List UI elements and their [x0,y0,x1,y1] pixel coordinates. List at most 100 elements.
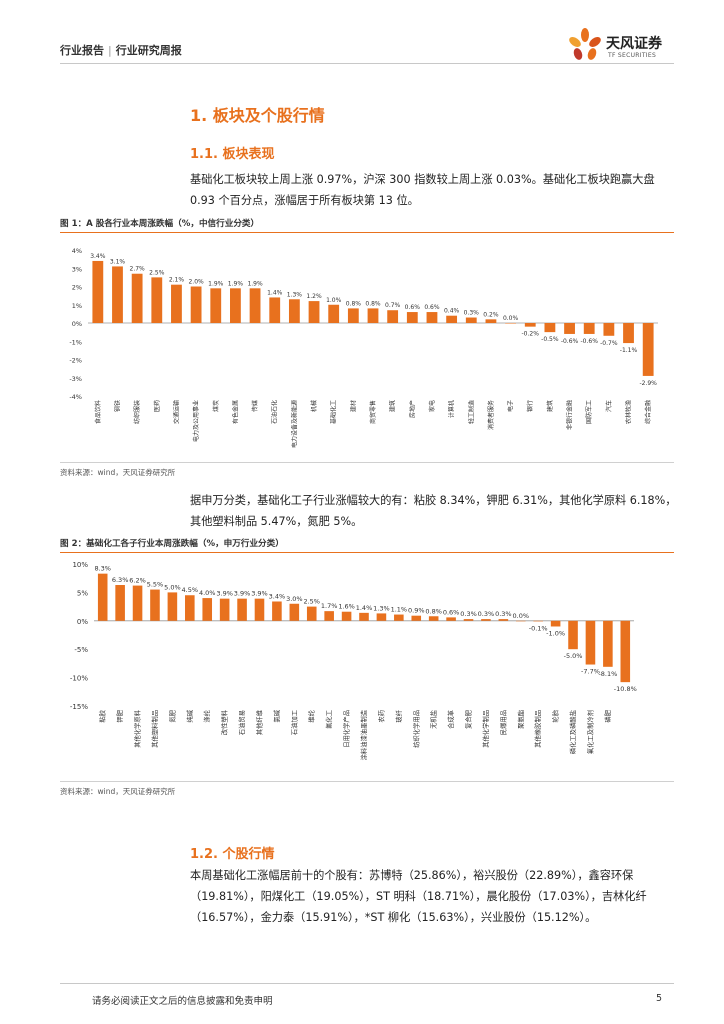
bar-data-label: 1.9% [208,280,224,287]
bar-data-label: 1.2% [306,293,322,300]
bar-data-label: -7.7% [581,668,600,676]
category-label: 综合金融 [644,400,652,424]
bar-data-label: 0.0% [513,612,530,620]
bar [269,297,281,323]
category-label: 非银行金融 [566,400,574,430]
category-label: 氮肥 [167,709,176,722]
category-label: 商贸零售 [369,400,377,424]
bar [92,260,104,323]
bar [367,308,379,323]
bar-data-label: 0.3% [464,310,480,317]
category-label: 建筑 [546,400,554,412]
subindustry-paragraph: 据申万分类，基础化工子行业涨幅较大的有：粘胶 8.34%，钾肥 6.31%，其他… [190,494,677,528]
bar [533,620,543,622]
bar-data-label: 3.0% [286,595,303,603]
bar [583,323,595,334]
bar [190,286,202,323]
bar [406,312,418,323]
bar-data-label: 2.0% [188,279,204,286]
category-label: 农药 [376,710,385,723]
category-label: 消费者服务 [487,400,495,430]
bar [97,573,108,621]
bar-data-label: 2.5% [303,598,320,606]
bar [202,598,213,621]
bar [463,619,474,621]
category-label: 氯碱 [272,709,281,722]
bar [341,611,352,621]
bar [411,615,422,621]
bar [603,323,615,336]
bar-data-label: 5.5% [147,581,164,589]
bar-data-label: 3.4% [90,253,106,260]
category-label: 轮胎 [551,709,560,722]
y-tick-label: -5% [74,646,88,654]
bar [219,598,230,621]
bar [387,310,399,323]
category-label: 无机盐 [429,710,438,729]
bar-data-label: -0.5% [541,336,559,343]
bar [324,611,334,621]
y-tick-label: 10% [72,561,88,569]
bar [347,308,359,323]
report-type: 行业报告 | 行业研究周报 [60,42,182,58]
bar [272,601,282,621]
figure2-title: 图 2：基础化工各子行业本周涨跌幅（%，申万行业分类） [60,539,284,549]
bar [112,266,123,323]
bar [376,613,387,621]
company-logo: 天风证券 TF SECURITIES [566,27,676,65]
bar-data-label: 0.6% [424,304,440,311]
category-label: 建筑 [389,400,397,412]
category-label: 其他塑料制品 [150,710,159,748]
bar-data-label: 6.3% [112,576,129,584]
subsection-title-sector: 1.1. 板块表现 [190,147,275,162]
bar [564,323,575,334]
category-label: 聚氨酯 [516,710,525,729]
bar [544,323,556,333]
bar-data-label: 1.9% [228,280,244,287]
bar [237,598,247,621]
bar-data-label: -10.8% [614,685,637,693]
bar-data-label: 0.3% [460,610,477,618]
bar-data-label: 0.3% [478,610,495,618]
bar-data-label: 0.6% [443,608,460,616]
footer-disclaimer: 请务必阅读正文之后的信息披露和免责申明 [92,996,273,1007]
bar [642,323,654,376]
bar [485,319,497,323]
y-tick-label: -10% [70,675,88,683]
bar [426,312,438,323]
bar-data-label: -1.1% [620,347,638,354]
figure1-source: 资料来源：wind，天风证券研究所 [60,468,176,477]
bar-data-label: 3.9% [234,590,251,598]
bar [498,619,509,621]
category-label: 机械 [310,400,318,412]
report-type-label: 行业报告 [60,44,104,57]
category-label: 涤纶 [202,709,211,722]
y-tick-label: 1% [72,302,82,310]
bar-data-label: 3.4% [269,592,286,600]
category-label: 氟化工及制冷剂 [585,710,594,754]
category-label: 氟化工 [324,710,333,729]
category-label: 改性塑料 [220,709,229,735]
bar-data-label: 0.6% [405,304,421,311]
figure1-title: 图 1：A 股各行业本周涨跌幅（%，中信行业分类） [60,219,260,229]
bar-data-label: 2.5% [149,269,165,276]
y-tick-label: -1% [69,338,82,346]
category-label: 钾肥 [115,709,124,722]
y-tick-label: -4% [69,393,82,401]
bar [131,273,143,323]
bar [132,585,143,621]
category-label: 复合肥 [464,709,473,729]
bar [394,614,404,621]
header-separator: | [108,44,112,57]
bar [505,323,516,324]
category-label: 家电 [428,400,436,412]
bar-data-label: 0.8% [346,300,362,307]
bar [359,612,369,621]
bar-data-label: 0.0% [503,315,519,322]
report-subtype-label: 行业研究周报 [115,44,182,57]
bar-data-label: 0.8% [365,300,381,307]
y-tick-label: -3% [69,375,82,383]
bar-data-label: 1.4% [267,289,283,296]
bar-data-label: 0.4% [444,308,460,315]
y-tick-label: 3% [72,265,82,273]
